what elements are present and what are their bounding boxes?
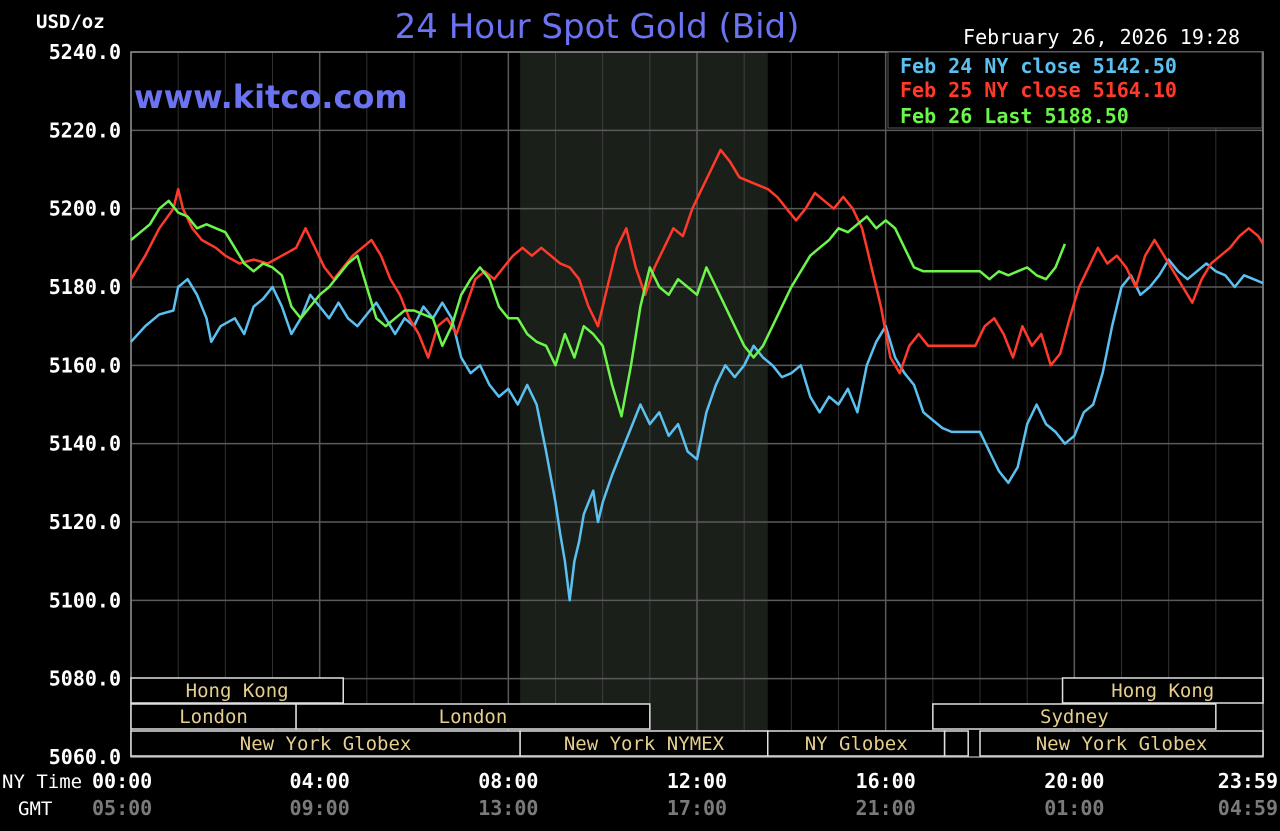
series-line-2 bbox=[130, 199, 1067, 418]
y-tick-label-5: 5140.0 bbox=[49, 432, 121, 456]
y-tick-label-6: 5120.0 bbox=[49, 510, 121, 534]
session-box-1 bbox=[1061, 677, 1264, 704]
y-tick-label-1: 5220.0 bbox=[49, 118, 121, 142]
trading-sessions: Hong Kong Hong Kong London London Sydney New … bbox=[130, 677, 1264, 757]
session-label-9: New York Globex bbox=[1036, 733, 1208, 755]
y-tick-label-0: 5240.0 bbox=[49, 40, 121, 64]
x-tick-gmt-5: 01:00 bbox=[1044, 796, 1104, 820]
x-tick-ny-1: 04:00 bbox=[290, 769, 350, 793]
session-label-6: New York NYMEX bbox=[564, 733, 725, 755]
session-box-3 bbox=[295, 703, 651, 730]
session-label-3: London bbox=[439, 706, 508, 728]
session-label-2: London bbox=[179, 706, 248, 728]
series-line-0 bbox=[130, 258, 1264, 602]
session-box-6 bbox=[519, 730, 769, 757]
session-label-1: Hong Kong bbox=[1111, 680, 1214, 702]
chart-title: 24 Hour Spot Gold (Bid) bbox=[395, 7, 800, 47]
nymex-session-shade bbox=[520, 52, 768, 757]
y-tick-label-9: 5060.0 bbox=[49, 745, 121, 769]
session-label-0: Hong Kong bbox=[186, 680, 289, 702]
session-box-5 bbox=[130, 730, 521, 757]
session-box-0 bbox=[130, 677, 344, 704]
session-box-4 bbox=[932, 703, 1217, 730]
y-tick-label-2: 5200.0 bbox=[49, 197, 121, 221]
session-label-4: Sydney bbox=[1040, 706, 1109, 728]
x-tick-ny-5: 20:00 bbox=[1044, 769, 1104, 793]
session-box-9 bbox=[979, 730, 1264, 757]
legend-entry-feb26: Feb 26 Last 5188.50 bbox=[900, 104, 1129, 128]
session-box-8 bbox=[943, 730, 969, 757]
timestamp: February 26, 2026 19:28 bbox=[963, 25, 1240, 49]
x-tick-ny-6: 23:59 bbox=[1218, 769, 1278, 793]
x-tick-gmt-4: 21:00 bbox=[856, 796, 916, 820]
y-tick-label-8: 5080.0 bbox=[49, 667, 121, 691]
watermark: www.kitco.com bbox=[134, 78, 408, 116]
x-tick-gmt-1: 09:00 bbox=[290, 796, 350, 820]
x-tick-gmt-2: 13:00 bbox=[478, 796, 538, 820]
y-tick-label-7: 5100.0 bbox=[49, 588, 121, 612]
x-tick-ny-4: 16:00 bbox=[856, 769, 916, 793]
x-tick-ny-3: 12:00 bbox=[667, 769, 727, 793]
legend-entry-feb24: Feb 24 NY close 5142.50 bbox=[900, 54, 1177, 78]
ny-time-row-label: NY Time bbox=[2, 771, 82, 793]
legend: Feb 24 NY close 5142.50 Feb 25 NY close … bbox=[887, 51, 1263, 129]
plot-border bbox=[130, 51, 1264, 758]
y-tick-label-4: 5160.0 bbox=[49, 353, 121, 377]
session-box-7 bbox=[767, 730, 946, 757]
gmt-row-label: GMT bbox=[18, 798, 52, 820]
x-tick-gmt-6: 04:59 bbox=[1218, 796, 1278, 820]
series-lines bbox=[129, 148, 1265, 602]
x-tick-gmt-3: 17:00 bbox=[667, 796, 727, 820]
session-label-7: NY Globex bbox=[805, 733, 908, 755]
x-tick-ny-0: 00:00 bbox=[92, 769, 152, 793]
x-tick-ny-2: 08:00 bbox=[478, 769, 538, 793]
series-line-1 bbox=[129, 148, 1265, 375]
session-label-5: New York Globex bbox=[240, 733, 412, 755]
session-box-2 bbox=[130, 703, 297, 730]
y-tick-label-3: 5180.0 bbox=[49, 275, 121, 299]
legend-box bbox=[887, 51, 1263, 129]
y-axis-ticks: 5240.0 5220.0 5200.0 5180.0 5160.0 5140.0 5120… bbox=[49, 40, 121, 769]
legend-entry-feb25: Feb 25 NY close 5164.10 bbox=[900, 78, 1177, 102]
x-axis-ticks: 00:00 05:00 04:00 09:00 08:00 13:00 12:00 17:00… bbox=[92, 769, 1278, 820]
x-tick-gmt-0: 05:00 bbox=[92, 796, 152, 820]
units-label: USD/oz bbox=[36, 11, 105, 33]
